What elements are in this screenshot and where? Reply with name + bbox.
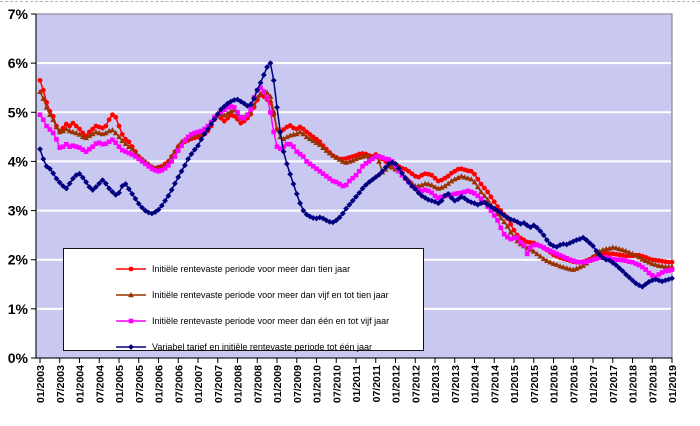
x-tick-label: 07/2003 <box>55 365 67 403</box>
x-tick-label: 01/2009 <box>272 365 284 403</box>
legend-item: Initiële rentevaste periode voor meer da… <box>116 256 423 282</box>
legend-label: Variabel tarief en initiële rentevaste p… <box>152 342 372 352</box>
x-tick-label: 07/2016 <box>568 365 580 403</box>
series-diamond <box>37 60 675 290</box>
x-tick-label: 01/2010 <box>312 365 324 403</box>
x-tick-label: 07/2006 <box>173 365 185 403</box>
x-tick-label: 07/2012 <box>410 365 422 403</box>
x-tick-label: 07/2008 <box>252 365 264 403</box>
y-tick-label: 3% <box>8 203 29 219</box>
x-tick-label: 07/2011 <box>371 365 383 403</box>
x-tick-label: 07/2017 <box>608 365 620 403</box>
x-tick-label: 07/2005 <box>134 365 146 403</box>
x-tick-label: 07/2009 <box>292 365 304 403</box>
y-tick-label: 0% <box>8 350 29 366</box>
x-tick-label: 01/2018 <box>628 365 640 403</box>
top-dashed-border <box>0 1 700 2</box>
y-tick-label: 7% <box>8 6 29 22</box>
x-tick-label: 07/2013 <box>450 365 462 403</box>
y-tick-label: 4% <box>8 153 29 169</box>
x-tick-label: 01/2007 <box>193 365 205 403</box>
legend-label: Initiële rentevaste periode voor meer da… <box>152 316 390 326</box>
chart-legend: Initiële rentevaste periode voor meer da… <box>63 248 424 352</box>
x-tick-label: 01/2017 <box>588 365 600 403</box>
x-tick-label: 01/2003 <box>35 365 47 403</box>
x-tick-label: 07/2018 <box>647 365 659 403</box>
x-tick-label: 01/2011 <box>351 365 363 403</box>
x-tick-label: 01/2012 <box>391 365 403 403</box>
legend-marker-triangle-icon <box>116 292 146 298</box>
legend-label: Initiële rentevaste periode voor meer da… <box>152 290 389 300</box>
x-tick-label: 01/2014 <box>470 365 482 403</box>
legend-item: Initiële rentevaste periode voor meer da… <box>116 308 423 334</box>
x-tick-label: 01/2019 <box>667 365 679 403</box>
x-tick-label: 07/2015 <box>529 365 541 403</box>
y-tick-label: 1% <box>8 301 29 317</box>
legend-item: Variabel tarief en initiële rentevaste p… <box>116 334 423 360</box>
x-tick-label: 01/2006 <box>154 365 166 403</box>
x-tick-label: 07/2004 <box>94 365 106 403</box>
x-tick-label: 01/2013 <box>430 365 442 403</box>
x-tick-label: 01/2004 <box>75 365 87 403</box>
legend-marker-square-icon <box>116 318 146 324</box>
x-tick-label: 07/2010 <box>331 365 343 403</box>
y-tick-label: 5% <box>8 104 29 120</box>
x-tick-label: 07/2007 <box>213 365 225 403</box>
legend-label: Initiële rentevaste periode voor meer da… <box>152 264 351 274</box>
x-tick-label: 01/2005 <box>114 365 126 403</box>
x-tick-label: 01/2008 <box>233 365 245 403</box>
y-tick-label: 2% <box>8 252 29 268</box>
x-tick-label: 01/2016 <box>549 365 561 403</box>
legend-item: Initiële rentevaste periode voor meer da… <box>116 282 423 308</box>
y-tick-label: 6% <box>8 55 29 71</box>
legend-marker-diamond-icon <box>116 344 146 350</box>
legend-marker-circle-icon <box>116 266 146 272</box>
x-tick-label: 01/2015 <box>509 365 521 403</box>
x-tick-label: 07/2014 <box>489 365 501 403</box>
